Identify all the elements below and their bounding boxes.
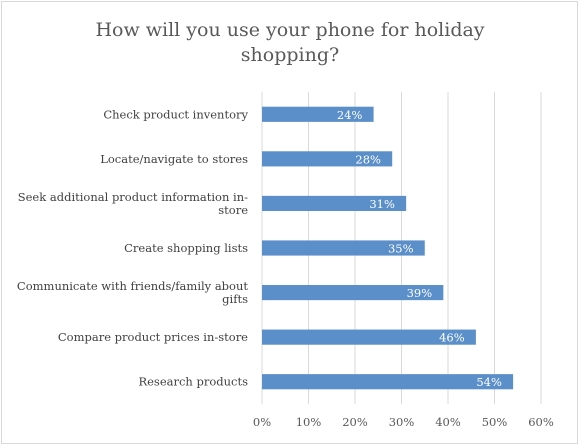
category-label: Compare product prices in-store xyxy=(58,330,248,344)
data-label: 39% xyxy=(407,286,433,300)
category-label: Seek additional product information in-s… xyxy=(18,190,248,217)
bar xyxy=(262,240,425,256)
data-label: 24% xyxy=(337,108,363,122)
category-label: Check product inventory xyxy=(103,107,248,121)
bars: 24% 28% 31% 35% 39% 46% 54% xyxy=(262,106,514,390)
x-tick-label: 60% xyxy=(528,415,554,429)
x-tick-label: 30% xyxy=(389,415,415,429)
data-label: 28% xyxy=(355,152,381,166)
data-label: 35% xyxy=(388,242,414,256)
chart-title: How will you use your phone for holiday … xyxy=(95,19,485,66)
x-axis-tick-labels: 0% 10% 20% 30% 40% 50% 60% xyxy=(253,415,554,429)
bar xyxy=(262,284,444,301)
data-label: 46% xyxy=(439,331,465,345)
category-label: Create shopping lists xyxy=(124,241,248,255)
x-tick-label: 50% xyxy=(482,415,508,429)
bar xyxy=(262,195,407,212)
category-label: Research products xyxy=(138,375,248,389)
category-label: Communicate with friends/family about gif… xyxy=(17,279,248,306)
bar xyxy=(262,106,374,122)
x-tick-label: 40% xyxy=(435,415,461,429)
category-label: Locate/navigate to stores xyxy=(100,152,248,166)
category-labels: Check product inventory Locate/navigate t… xyxy=(17,107,249,388)
data-label: 31% xyxy=(369,197,395,211)
bar xyxy=(262,151,393,167)
x-tick-label: 0% xyxy=(253,415,271,429)
data-label: 54% xyxy=(476,375,502,389)
bar xyxy=(262,374,514,390)
x-tick-label: 20% xyxy=(342,415,368,429)
bar xyxy=(262,329,476,345)
x-tick-label: 10% xyxy=(296,415,322,429)
